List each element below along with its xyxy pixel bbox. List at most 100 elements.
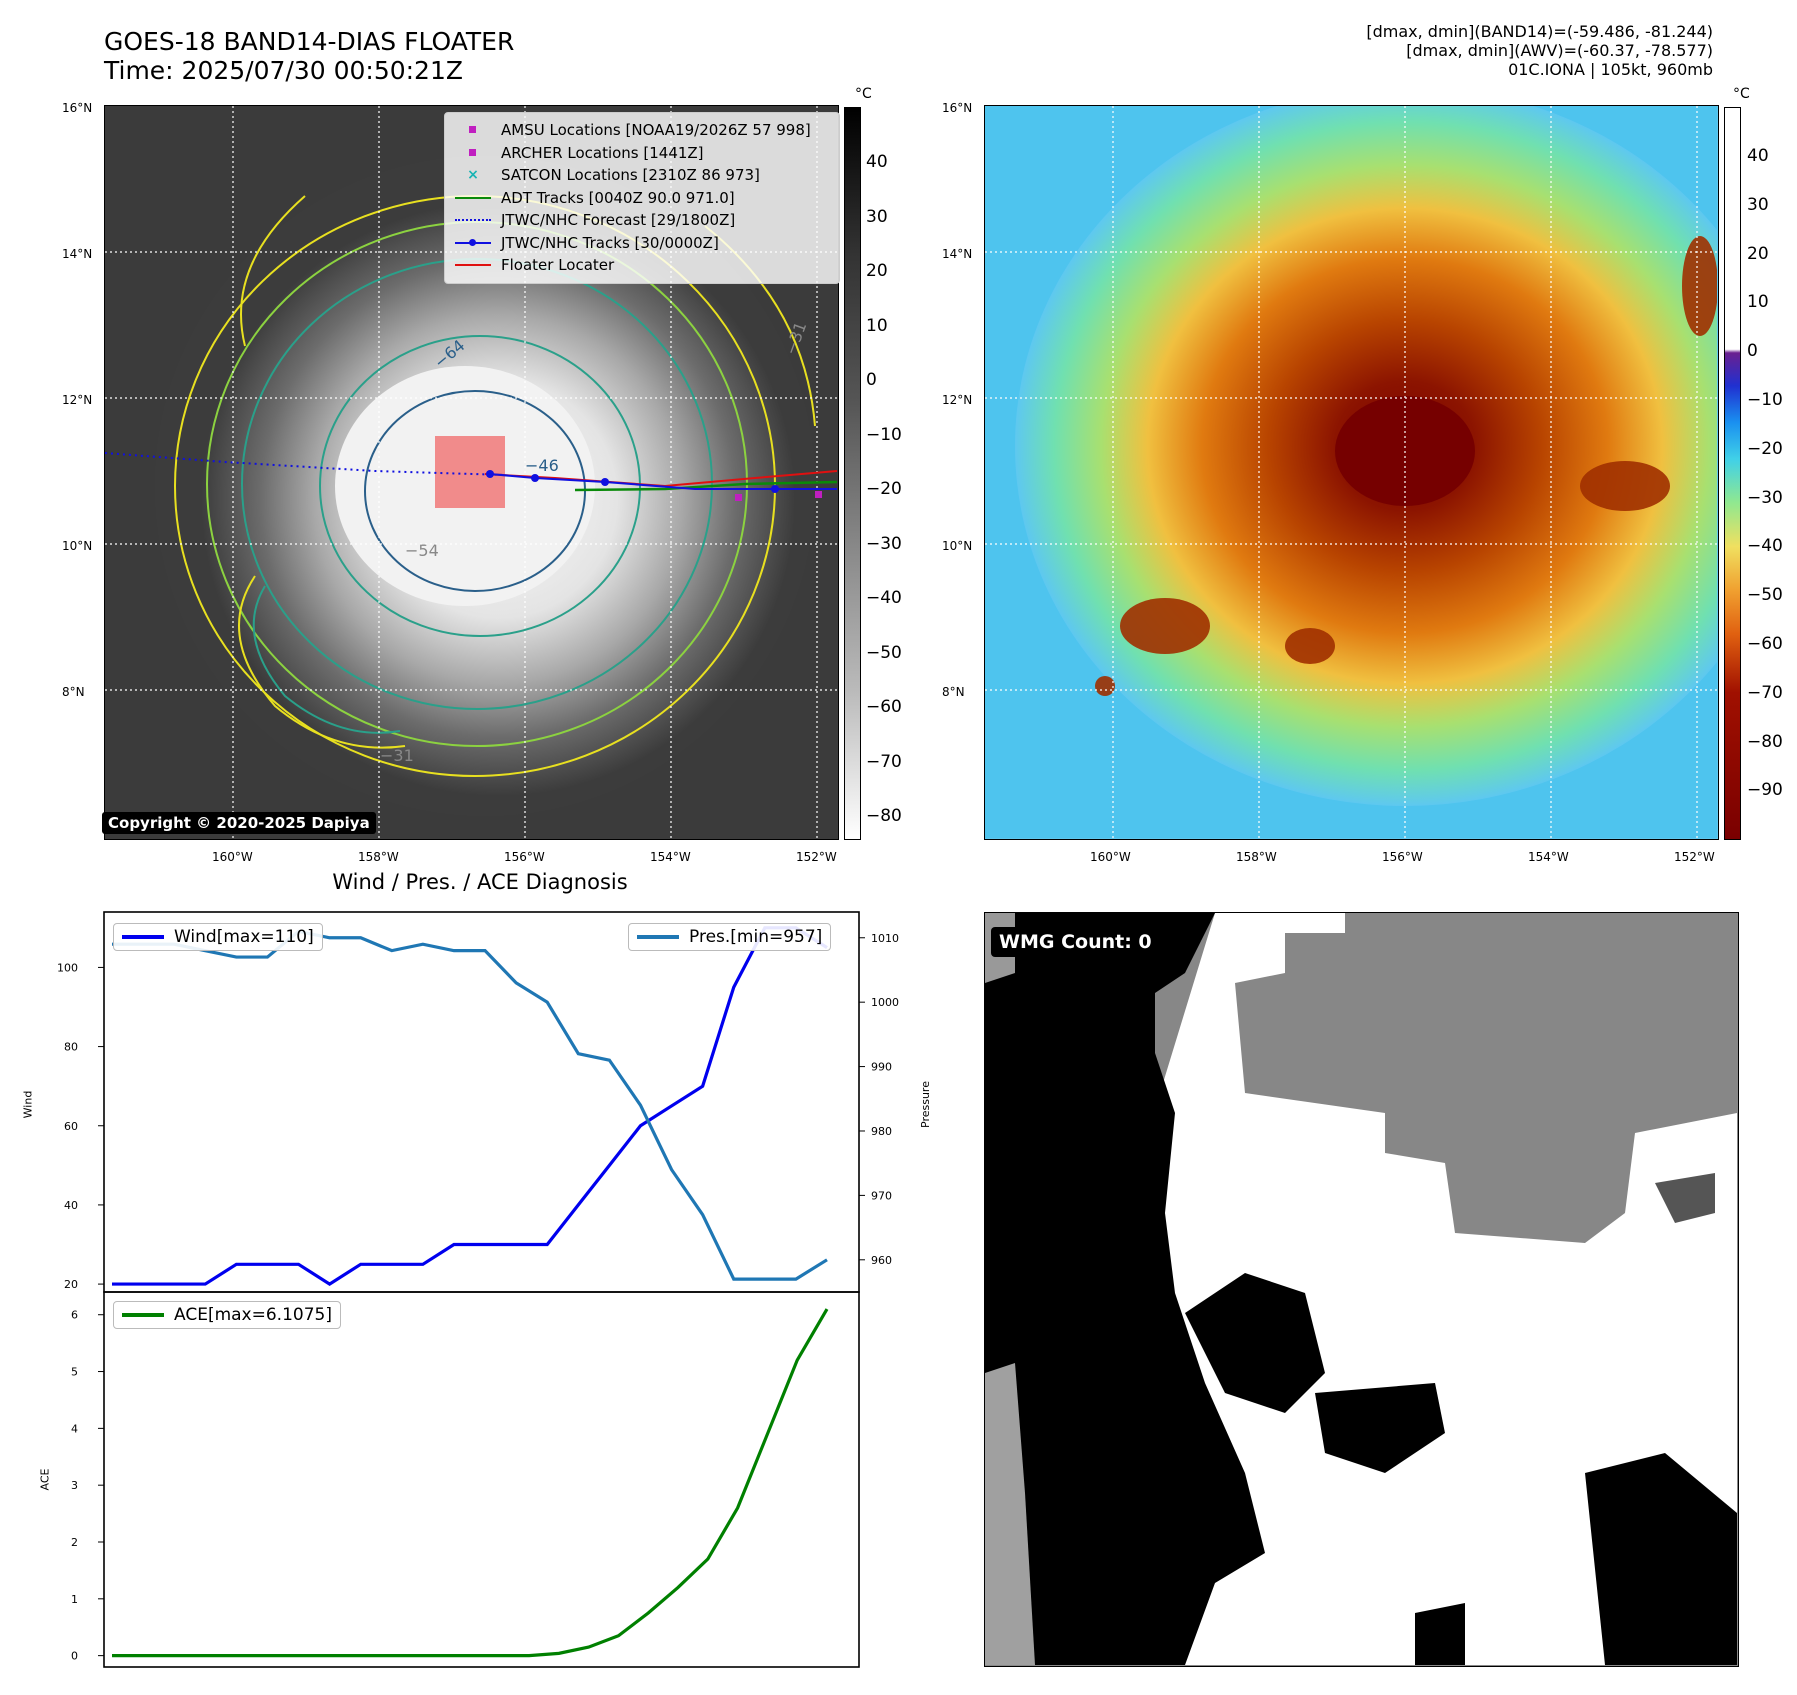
ace-plot-frame [103, 1291, 860, 1668]
map-legend: AMSU Locations [NOAA19/2026Z 57 998] ARC… [444, 112, 840, 284]
lat-label: 10°N [62, 539, 93, 553]
colorbar-tick: −90 [1747, 780, 1783, 801]
pressure-tick-label: 1000 [871, 996, 899, 1009]
ace-tick-label: 0 [71, 1650, 78, 1663]
title-line-2: Time: 2025/07/30 00:50:21Z [104, 56, 463, 85]
colorbar-tick: 20 [1747, 243, 1769, 264]
colorbar-tick: −30 [866, 533, 902, 554]
colorbar-tick: −30 [1747, 487, 1783, 508]
colorbar-tick: 10 [1747, 292, 1769, 313]
floater-box [435, 436, 505, 508]
pressure-tick-label: 960 [871, 1254, 892, 1267]
storm-info: [dmax, dmin](BAND14)=(-59.486, -81.244) … [1366, 22, 1713, 79]
ace-tick-label: 5 [71, 1366, 78, 1379]
wind-tick-label: 20 [64, 1278, 78, 1291]
copyright-badge: Copyright © 2020-2025 Dapiya [102, 812, 376, 834]
wind-tick-label: 60 [64, 1120, 78, 1133]
colorbar-tick: −10 [1747, 390, 1783, 410]
diagnosis-title: Wind / Pres. / ACE Diagnosis [332, 870, 628, 894]
lat-label: 8°N [62, 685, 85, 699]
wind-legend: Wind[max=110] [113, 923, 323, 951]
colorbar-tick: −40 [1747, 536, 1783, 557]
wmg-image [985, 913, 1737, 1665]
colorbar-tick: 10 [866, 315, 888, 336]
pressure-legend-line [637, 935, 679, 939]
wind-legend-line [122, 935, 164, 939]
pressure-tick-label: 1010 [871, 932, 899, 945]
ace-tick-label: 1 [71, 1593, 78, 1606]
svg-text:−31: −31 [380, 746, 414, 765]
ace-tick-label: 2 [71, 1536, 78, 1549]
colorbar-tick: 30 [1747, 194, 1769, 215]
wind-tick-label: 100 [57, 961, 78, 974]
colorbar-tick: −80 [1747, 731, 1783, 752]
lat-label: 14°N [62, 247, 93, 261]
colorbar-tick: −70 [866, 751, 902, 772]
colorbar-tick: −40 [866, 588, 902, 608]
title-line-1: GOES-18 BAND14-DIAS FLOATER [104, 27, 515, 56]
pressure-series-line [112, 929, 828, 1281]
ace-legend: ACE[max=6.1075] [113, 1301, 341, 1329]
lat-label: 10°N [942, 539, 973, 553]
diagnosis-chart: 20 40 60 80 100 960 970 980 990 1000 1010 0 1 2 3 4 5 6 [57, 911, 899, 1668]
lon-label: 152°W [1674, 850, 1715, 864]
pressure-tick-label: 990 [871, 1061, 892, 1074]
awv-map [984, 105, 1719, 840]
lon-label: 152°W [796, 850, 837, 864]
colorbar-tick: −50 [866, 642, 902, 663]
colorbar-tick: −50 [1747, 585, 1783, 606]
colorbar-tick: −10 [866, 424, 902, 445]
wind-series-line [112, 926, 828, 1286]
colorbar-tick: −60 [1747, 634, 1783, 654]
lon-label: 160°W [212, 850, 253, 864]
legend-item-archer: ARCHER Locations [1441Z] [453, 142, 831, 165]
lon-label: 154°W [1528, 850, 1569, 864]
colorbar-tick: −70 [1747, 682, 1783, 703]
ace-axis-label: ACE [38, 1468, 52, 1491]
pressure-tick-label: 980 [871, 1125, 892, 1138]
info-line-1: [dmax, dmin](BAND14)=(-59.486, -81.244) [1366, 22, 1713, 41]
legend-item-adt: ADT Tracks [0040Z 90.0 971.0] [453, 187, 831, 210]
colorbar-tick: 0 [1747, 341, 1758, 362]
ace-tick-label: 4 [71, 1422, 78, 1435]
info-line-3: 01C.IONA | 105kt, 960mb [1508, 60, 1713, 79]
info-line-2: [dmax, dmin](AWV)=(-60.37, -78.577) [1406, 41, 1713, 60]
awv-image [985, 106, 1718, 838]
ace-series-line [112, 1308, 829, 1658]
colorbar-tick: −60 [866, 697, 902, 717]
pressure-axis-label: Pressure [918, 1081, 932, 1128]
lat-label: 8°N [942, 685, 965, 699]
lat-label: 16°N [942, 101, 973, 115]
colorbar-tick: 40 [866, 152, 888, 172]
lon-label: 156°W [504, 850, 545, 864]
lat-label: 14°N [942, 247, 973, 261]
legend-item-amsu: AMSU Locations [NOAA19/2026Z 57 998] [453, 119, 831, 142]
svg-text:−54: −54 [405, 541, 439, 560]
colorbar-unit: °C [855, 86, 872, 102]
lon-label: 154°W [650, 850, 691, 864]
legend-item-tracks: JTWC/NHC Tracks [30/0000Z] [453, 232, 831, 255]
wind-plot-frame [103, 911, 860, 1293]
lat-label: 12°N [942, 393, 973, 407]
pressure-tick-label: 970 [871, 1189, 892, 1202]
wind-tick-label: 40 [64, 1199, 78, 1212]
figure-title: GOES-18 BAND14-DIAS FLOATER Time: 2025/0… [104, 27, 514, 85]
lon-label: 158°W [358, 850, 399, 864]
colorbar-tick: −20 [866, 479, 902, 499]
wind-pressure-plot: 20 40 60 80 100 960 970 980 990 1000 1010 [57, 911, 899, 1293]
legend-item-forecast: JTWC/NHC Forecast [29/1800Z] [453, 209, 831, 232]
colorbar-tick: 30 [866, 206, 888, 227]
wmg-count-badge: WMG Count: 0 [991, 927, 1160, 957]
lon-label: 158°W [1236, 850, 1277, 864]
legend-item-floater: Floater Locater [453, 254, 831, 277]
legend-item-satcon: × SATCON Locations [2310Z 86 973] [467, 166, 760, 185]
wind-tick-label: 80 [64, 1041, 78, 1054]
colorbar-tick: −80 [866, 806, 902, 826]
colorbar-unit: °C [1733, 86, 1750, 102]
colorbar-tick: 20 [866, 261, 888, 281]
lon-label: 160°W [1090, 850, 1131, 864]
wind-axis-label: Wind [21, 1090, 35, 1119]
colorbar-tick: 0 [866, 370, 877, 390]
wmg-panel [984, 912, 1739, 1667]
ace-tick-label: 3 [71, 1479, 78, 1492]
